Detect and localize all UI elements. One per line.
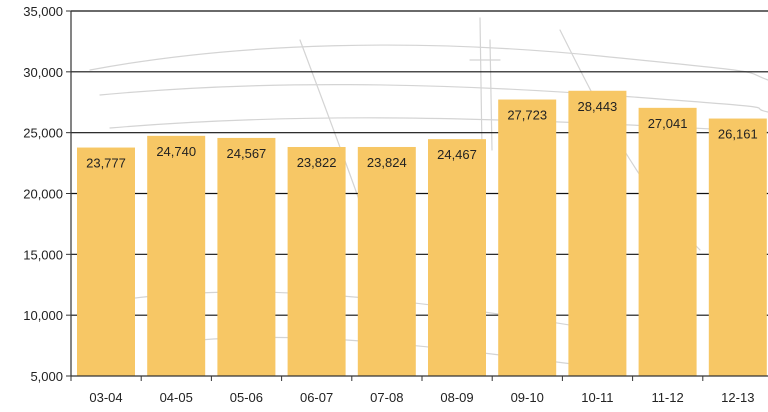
y-tick-label: 20,000 (23, 187, 63, 202)
x-tick-label: 12-13 (721, 390, 754, 405)
bar-05-06 (217, 137, 276, 376)
bar-12-13 (708, 118, 767, 376)
bar-08-09 (428, 139, 486, 376)
axes (66, 10, 768, 381)
data-labels: 23,777 24,740 24,567 23,822 23,824 24,467 27,7… (86, 99, 758, 171)
x-tick-labels: 03-04 04-05 05-06 06-07 07-08 08-09 09-10 10-11… (89, 390, 754, 405)
data-label: 24,467 (437, 147, 477, 162)
sketch-stroke (489, 39, 493, 151)
x-tick-label: 10-11 (581, 390, 613, 405)
data-label: 23,822 (297, 155, 337, 170)
data-label: 28,443 (578, 99, 618, 114)
bar-04-05 (147, 135, 206, 376)
x-tick-label: 04-05 (160, 390, 193, 405)
bar-11-12 (638, 107, 697, 376)
data-label: 27,723 (507, 108, 547, 123)
bar-06-07 (287, 146, 346, 376)
y-tick-label: 15,000 (23, 247, 63, 262)
y-tick-label: 25,000 (23, 126, 63, 141)
data-label: 24,740 (156, 144, 196, 159)
x-tick-label: 07-08 (370, 390, 403, 405)
sketch-stroke (89, 44, 768, 81)
y-tick-label: 10,000 (23, 308, 63, 323)
y-tick-label: 5,000 (30, 369, 63, 384)
data-label: 23,777 (86, 156, 126, 171)
y-tick-label: 30,000 (23, 65, 63, 80)
x-tick-label: 08-09 (440, 390, 473, 405)
x-tick-label: 09-10 (511, 390, 544, 405)
x-tick-label: 11-12 (651, 390, 683, 405)
data-label: 26,161 (718, 127, 758, 142)
bar-09-10 (498, 99, 557, 376)
data-label: 24,567 (227, 146, 267, 161)
y-tick-labels: 5,000 10,000 15,000 20,000 25,000 30,000 35,00… (23, 4, 63, 384)
x-tick-label: 05-06 (230, 390, 263, 405)
bar-03-04 (77, 147, 135, 376)
sketch-stroke (479, 17, 483, 151)
data-label: 27,041 (648, 116, 688, 131)
y-tick-label: 35,000 (23, 4, 63, 19)
bar-07-08 (357, 146, 416, 376)
data-label: 23,824 (367, 155, 407, 170)
bar-10-11 (568, 90, 627, 377)
x-tick-label: 03-04 (89, 390, 122, 405)
bars (77, 90, 767, 377)
x-tick-label: 06-07 (300, 390, 333, 405)
